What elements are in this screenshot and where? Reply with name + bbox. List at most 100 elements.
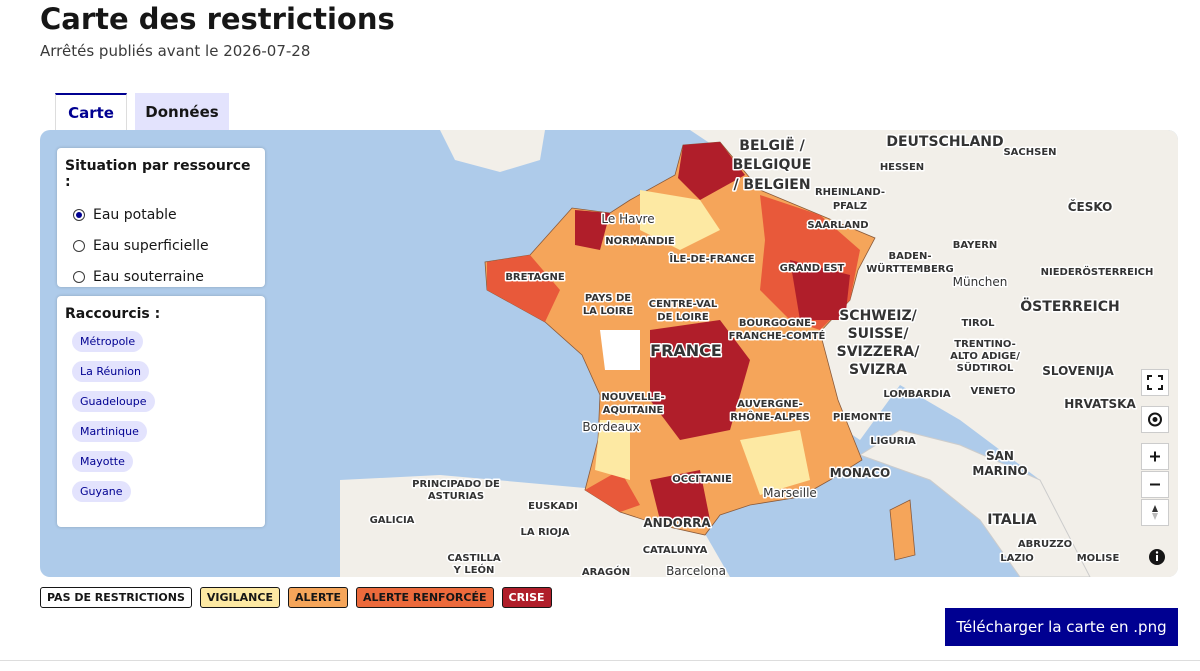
map-label: CASTILLA — [447, 553, 501, 564]
map-label: SUISSE/ — [848, 326, 910, 342]
map-label: NORMANDIE — [605, 236, 675, 247]
map-label: SAN — [986, 449, 1014, 463]
map-label: SVIZZERA/ — [837, 344, 921, 360]
icon — [1147, 375, 1163, 390]
icon — [1150, 451, 1160, 462]
zoom-in-button[interactable] — [1141, 443, 1169, 470]
map-label: PAYS DE — [585, 293, 631, 304]
legend-item: VIGILANCE — [199, 587, 280, 608]
map-label: PRINCIPADO DE — [412, 479, 500, 490]
map-label: AUVERGNE- — [737, 399, 802, 410]
map-label: SÜDTIROL — [957, 360, 1014, 374]
region-crisis — [678, 142, 745, 200]
page-title: Carte des restrictions — [40, 2, 395, 36]
legend: PAS DE RESTRICTIONS VIGILANCE ALERTE ALE… — [40, 587, 552, 608]
map-label: MARINO — [972, 464, 1027, 478]
map-label: SCHWEIZ/ — [839, 308, 917, 324]
corsica — [889, 499, 916, 561]
legend-item: PAS DE RESTRICTIONS — [40, 587, 192, 608]
map-label: SLOVENIJA — [1042, 364, 1114, 378]
shortcut-tag[interactable]: Mayotte — [72, 451, 133, 472]
region-crisis — [650, 320, 750, 440]
radio-option[interactable]: Eau souterraine — [65, 261, 257, 292]
map-label: ASTURIAS — [428, 491, 484, 502]
map-label: SVIZRA — [849, 362, 907, 378]
map-label: ALTO ADIGE/ — [950, 351, 1020, 362]
legend-item: ALERTE — [287, 587, 348, 608]
map-label: BAYERN — [953, 240, 998, 251]
map-label: WÜRTTEMBERG — [866, 261, 953, 275]
map-label: ARAGÓN — [582, 565, 630, 577]
region-none — [600, 330, 640, 370]
map-label: VENETO — [970, 386, 1015, 397]
map-label: ÎLE-DE-FRANCE — [669, 252, 754, 265]
map-label: LOMBARDIA — [883, 389, 951, 400]
radio-label: Eau superficielle — [93, 237, 209, 254]
shortcut-tag[interactable]: Guadeloupe — [72, 391, 155, 412]
map-label: MONACO — [830, 466, 890, 480]
map-label: DE LOIRE — [657, 312, 709, 323]
radio-button[interactable] — [73, 270, 85, 283]
legend-item: ALERTE RENFORCÉE — [356, 587, 494, 608]
region-reinforced — [487, 255, 560, 322]
info-button[interactable] — [1147, 547, 1167, 567]
map-label: LIGURIA — [870, 436, 916, 447]
radio-label: Eau potable — [93, 206, 177, 223]
tab-active[interactable]: Carte — [55, 93, 127, 130]
fullscreen-button[interactable] — [1141, 369, 1169, 396]
locate-button[interactable] — [1141, 406, 1169, 433]
land — [340, 475, 730, 577]
map[interactable]: DEUTSCHLAND BELGIË / BELGIQUE / BELGIEN … — [40, 130, 1178, 577]
map-label: NOUVELLE- — [601, 392, 664, 403]
region-vigilance — [640, 190, 720, 250]
radio-button[interactable] — [73, 208, 85, 221]
map-label: GALICIA — [370, 515, 415, 526]
region-reinforced — [585, 470, 640, 512]
icon — [1152, 505, 1158, 520]
map-label: ÖSTERREICH — [1020, 297, 1119, 315]
shortcut-tag[interactable]: La Réunion — [72, 361, 149, 382]
zoom-out-button[interactable] — [1141, 471, 1169, 498]
map-label: Bordeaux — [582, 420, 639, 434]
map-label: Marseille — [763, 486, 817, 500]
map-label: ABRUZZO — [1018, 539, 1072, 550]
radio-button[interactable] — [73, 239, 85, 252]
icon — [1150, 483, 1160, 486]
map-label: ANDORRA — [643, 516, 711, 530]
map-label: BELGIQUE — [733, 157, 812, 173]
map-label: Le Havre — [601, 212, 654, 226]
tab[interactable]: Données — [135, 93, 229, 130]
region-crisis — [575, 210, 610, 250]
map-label: HRVATSKA — [1064, 397, 1136, 411]
map-label: HESSEN — [880, 162, 924, 173]
map-label: EUSKADI — [528, 501, 578, 512]
icon — [1148, 412, 1162, 427]
radio-option[interactable]: Eau potable — [65, 199, 257, 230]
map-label: PIEMONTE — [833, 412, 892, 423]
map-label: OCCITANIE — [672, 474, 732, 485]
download-button[interactable]: Télécharger la carte en .png — [945, 608, 1178, 646]
shortcut-tag[interactable]: Guyane — [72, 481, 131, 502]
map-label: BELGIË / — [739, 137, 805, 154]
region-vigilance — [595, 420, 630, 480]
map-canvas[interactable]: DEUTSCHLAND BELGIË / BELGIQUE / BELGIEN … — [40, 130, 1178, 577]
map-label: FRANCE — [650, 341, 722, 360]
map-label: München — [953, 275, 1008, 289]
divider — [0, 660, 1200, 661]
map-label: AQUITAINE — [603, 405, 664, 416]
map-label: SACHSEN — [1003, 147, 1056, 158]
compass-button[interactable] — [1141, 499, 1169, 526]
map-label: DEUTSCHLAND — [886, 134, 1003, 150]
map-label: BRETAGNE — [505, 272, 565, 283]
map-label: RHEINLAND- — [815, 187, 885, 198]
map-label: BOURGOGNE- — [739, 318, 815, 329]
legend-item: CRISE — [501, 587, 552, 608]
map-label: ČESKO — [1068, 199, 1113, 214]
shortcut-tag[interactable]: Métropole — [72, 331, 144, 352]
shortcuts-panel: Raccourcis : Métropole La Réunion Guadel… — [57, 296, 265, 527]
region-vigilance — [740, 430, 810, 495]
shortcut-tag[interactable]: Martinique — [72, 421, 147, 442]
map-label: FRANCHE-COMTÉ — [729, 329, 826, 342]
map-label: NIEDERÖSTERREICH — [1041, 264, 1154, 278]
radio-option[interactable]: Eau superficielle — [65, 230, 257, 261]
